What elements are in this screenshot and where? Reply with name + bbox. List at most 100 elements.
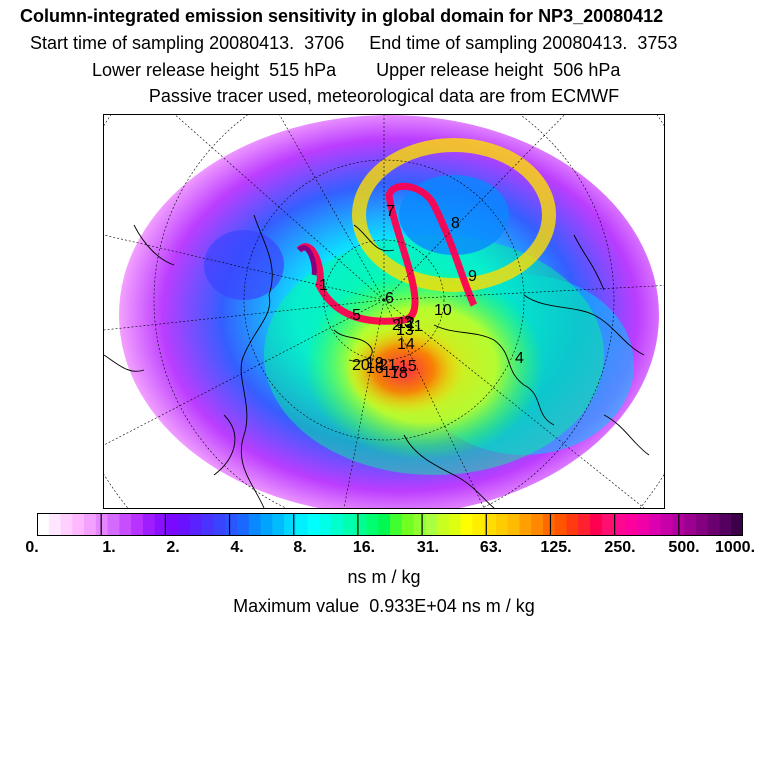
colorbar-swatch (189, 513, 203, 536)
colorbar-swatch (295, 513, 309, 536)
colorbar (37, 513, 743, 536)
colorbar-swatch (542, 513, 556, 536)
colorbar-swatch (554, 513, 568, 536)
release-height-line: Lower release height 515 hPa Upper relea… (92, 60, 621, 80)
emission-sensitivity-map: 1 2 3 4 5 6 7 8 9 10 11 12 13 14 15 16 1… (103, 114, 665, 509)
colorbar-swatch (695, 513, 709, 536)
plume-red-filament (296, 182, 478, 325)
colorbar-tick-label: 8. (293, 539, 307, 556)
colorbar-tick-label: 16. (352, 539, 376, 556)
colorbar-tick-label: 500. (668, 539, 700, 556)
colorbar-tick-label: 125. (540, 539, 572, 556)
colorbar-swatch (707, 513, 721, 536)
colorbar-swatch (401, 513, 415, 536)
map-label-6: 6 (385, 290, 394, 307)
colorbar-swatch (60, 513, 73, 536)
colorbar-swatch (142, 513, 156, 536)
colorbar-swatch (354, 513, 368, 536)
map-label-5: 5 (352, 307, 361, 324)
colorbar-swatch (95, 513, 109, 536)
plume-west-blob (204, 230, 284, 300)
colorbar-swatch (601, 513, 615, 536)
colorbar-swatch (84, 513, 97, 536)
sampling-time-line: Start time of sampling 20080413. 3706 En… (30, 33, 678, 53)
colorbar-swatch (307, 513, 320, 536)
colorbar-swatch (590, 513, 603, 536)
colorbar-swatch (331, 513, 344, 536)
colorbar-swatch (460, 513, 473, 536)
map-label-19: 19 (366, 355, 384, 372)
map-label-4: 4 (515, 350, 524, 367)
colorbar-tick-label: 2. (166, 539, 180, 556)
colorbar-tick-label: 0. (25, 539, 39, 556)
colorbar-tick-label: 4. (230, 539, 244, 556)
colorbar-tick-label: 250. (604, 539, 636, 556)
colorbar-swatch (684, 513, 697, 536)
graticule (104, 115, 664, 508)
colorbar-swatch (166, 513, 179, 536)
colorbar-swatch (390, 513, 403, 536)
map-label-20: 20 (352, 357, 370, 374)
colorbar-swatch (225, 513, 238, 536)
colorbar-swatch (378, 513, 391, 536)
plume-orange (344, 325, 464, 415)
plume-north-loop (352, 138, 556, 292)
map-label-13: 13 (396, 322, 414, 339)
colorbar-swatch (519, 513, 532, 536)
map-label-12: 12 (397, 315, 415, 332)
tracer-line: Passive tracer used, meteorological data… (148, 86, 620, 106)
colorbar-swatch (637, 513, 650, 536)
colorbar-swatch (648, 513, 662, 536)
colorbar-swatch (578, 513, 591, 536)
colorbar-swatch (566, 513, 579, 536)
colorbar-units: ns m / kg (347, 567, 421, 587)
colorbar-swatch (472, 513, 485, 536)
map-label-1: 1 (319, 277, 328, 294)
map-label-15: 15 (399, 358, 417, 375)
colorbar-swatch (425, 513, 438, 536)
colorbar-swatch (660, 513, 673, 536)
map-label-14: 14 (397, 336, 415, 353)
colorbar-swatch (613, 513, 626, 536)
colorbar-swatch (119, 513, 132, 536)
maximum-value-line: Maximum value 0.933E+04 ns m / kg (233, 596, 535, 616)
map-label-18: 18 (390, 365, 408, 382)
colorbar-swatch (131, 513, 144, 536)
colorbar-swatch (719, 513, 732, 536)
colorbar-swatch (625, 513, 638, 536)
map-label-17: 17 (382, 364, 400, 381)
colorbar-border (37, 513, 743, 536)
colorbar-swatch (413, 513, 426, 536)
colorbar-tick-label: 63. (479, 539, 503, 556)
colorbar-swatch (284, 513, 297, 536)
colorbar-swatch (154, 513, 168, 536)
colorbar-swatch (507, 513, 521, 536)
map-label-16: 16 (366, 360, 384, 377)
map-label-21: 21 (379, 357, 397, 374)
trajectory-labels: 1 2 3 4 5 6 7 8 9 10 11 12 13 14 15 16 1… (319, 203, 524, 382)
colorbar-swatch (248, 513, 262, 536)
colorbar-swatch (178, 513, 191, 536)
map-label-7: 7 (386, 203, 395, 220)
map-label-9: 9 (468, 268, 477, 285)
colorbar-swatch (201, 513, 215, 536)
colorbar-swatch (107, 513, 120, 536)
map-label-10: 10 (434, 302, 452, 319)
map-label-11: 11 (406, 318, 423, 335)
colorbar-swatch (342, 513, 356, 536)
plume-dark-filament (297, 245, 317, 276)
colorbar-swatch (37, 513, 50, 536)
map-label-2: 2 (392, 317, 401, 334)
colorbar-swatch (260, 513, 273, 536)
map-label-3: 3 (404, 314, 413, 331)
colorbar-swatch (731, 513, 743, 536)
colorbar-swatch (237, 513, 250, 536)
colorbar-swatch (437, 513, 450, 536)
colorbar-swatch (48, 513, 62, 536)
colorbar-tick-label: 1. (102, 539, 116, 556)
coastlines (104, 214, 650, 508)
colorbar-swatch (366, 513, 379, 536)
colorbar-swatch (531, 513, 544, 536)
colorbar-swatch (213, 513, 226, 536)
colorbar-tick-label: 31. (416, 539, 440, 556)
